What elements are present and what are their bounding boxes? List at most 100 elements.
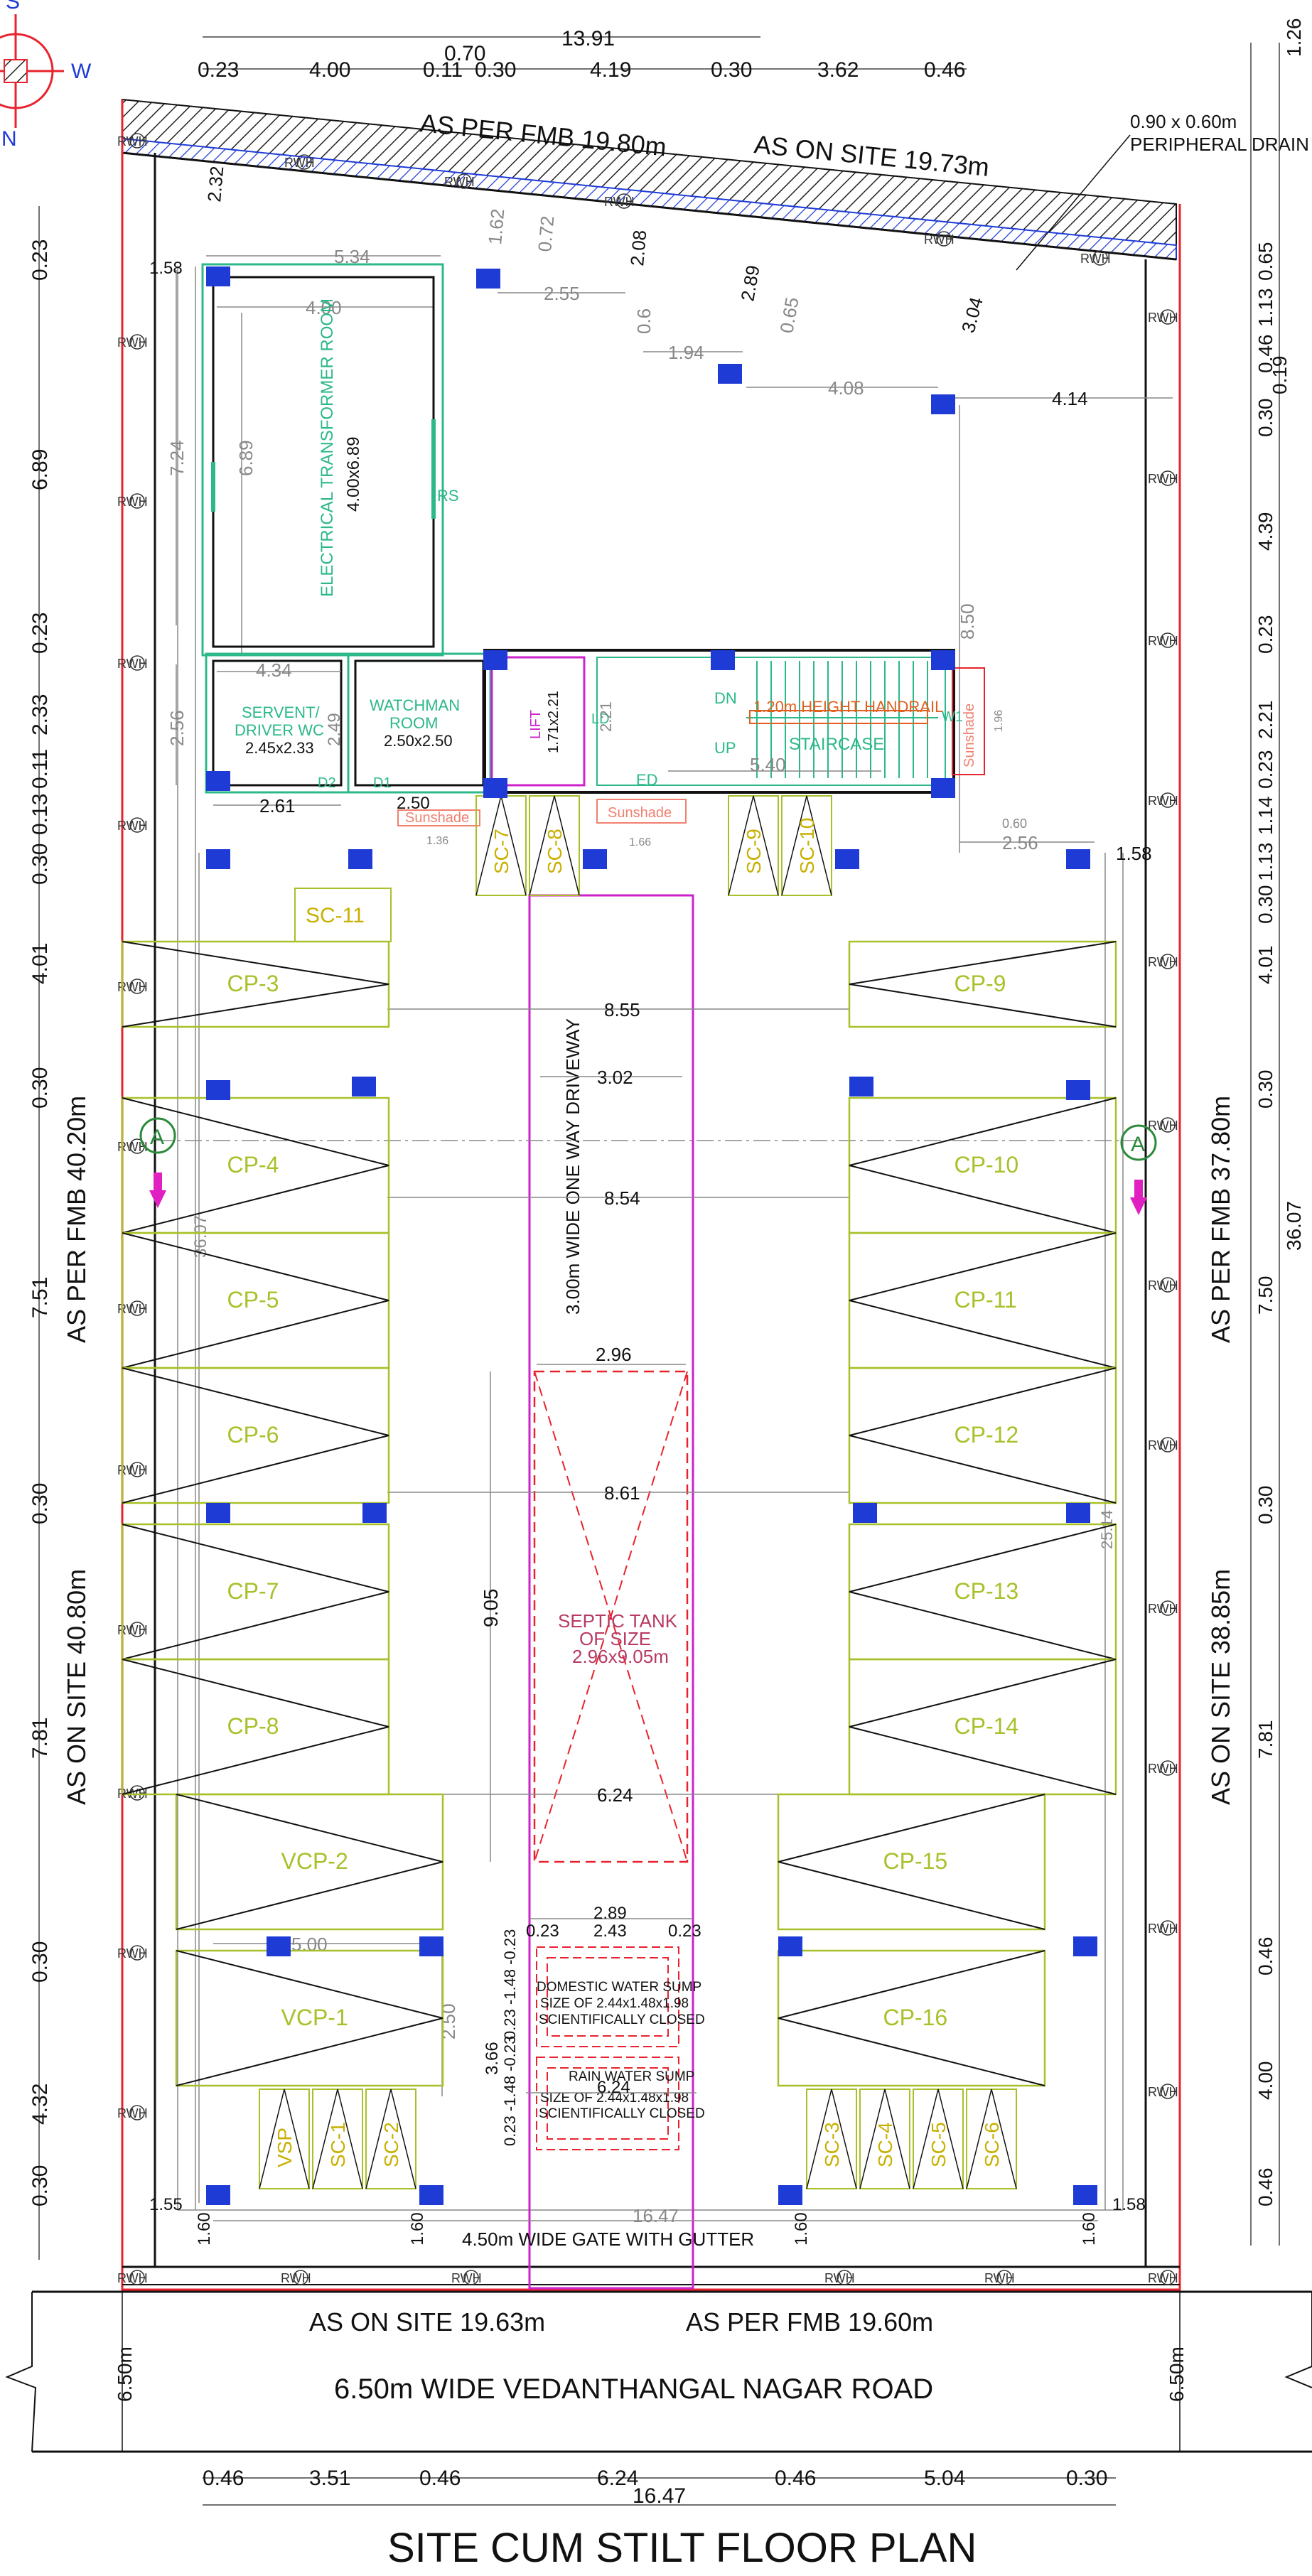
scooter-label: SC-11 (306, 904, 365, 927)
parking-bays: CP-3 CP-4 CP-5 CP-6 CP-7 CP-8 CP-9 CP-10 CP-11 CP… (121, 940, 1117, 2087)
rwh-label: RWH (604, 195, 635, 209)
dim-366: 3.66 (483, 2042, 502, 2075)
dim-136: 1.36 (426, 835, 448, 847)
parking-bay: VCP-1 (175, 1949, 444, 2087)
dim-194: 1.94 (668, 342, 704, 363)
parking-label: CP-15 (883, 1848, 948, 1874)
parking-label: CP-16 (883, 2005, 948, 2030)
rwh-pit: RWH (1148, 470, 1178, 486)
label-fmb-left: AS PER FMB 40.20m (62, 1096, 91, 1343)
dim-bottom-2: 3.51 (309, 2467, 350, 2490)
driveway-label: 3.00m WIDE ONE WAY DRIVEWAY (562, 1018, 584, 1315)
rwh-label: RWH (824, 2271, 855, 2285)
scooter-bay: SC-1 (312, 2089, 363, 2189)
parking-bay: CP-11 (848, 1232, 1117, 1369)
lift-staircase: LIFT 1.71x2.21 LD 2.21 1.20m HEIGHT HAND… (426, 649, 1152, 864)
parking-label: CP-6 (227, 1422, 279, 1448)
dim-right-8: 0.23 (1254, 615, 1276, 654)
rwh-label: RWH (117, 495, 148, 509)
column (853, 1503, 877, 1523)
parking-label: CP-3 (227, 971, 279, 996)
column (206, 266, 230, 286)
dim-065: 0.65 (775, 296, 802, 335)
dim-256b: 2.56 (1002, 832, 1038, 853)
column (849, 1077, 873, 1096)
rwh-pit: RWH (1148, 632, 1178, 648)
column (1066, 849, 1090, 869)
rwh-label: RWH (451, 2271, 482, 2285)
scooter-label: SC-9 (743, 829, 765, 874)
scooter-bay: VSP (259, 2089, 310, 2189)
dim-850: 8.50 (957, 603, 978, 640)
handrail-label: 1.20m HEIGHT HANDRAIL (753, 698, 943, 716)
dim-255: 2.55 (544, 283, 580, 304)
dim-left-12: 7.81 (28, 1718, 52, 1759)
dim-right-5: 0.19 (1269, 356, 1291, 395)
dim-left-6: 0.13 (28, 794, 52, 835)
scooter-bay: SC-11 (294, 888, 392, 942)
dim-250b: 2.50 (438, 2003, 459, 2039)
dim-right-19: 0.46 (1254, 1937, 1276, 1976)
dim-302: 3.02 (597, 1067, 633, 1088)
dim-624: 6.24 (597, 1784, 633, 1806)
rwh-pit: RWH (1148, 1920, 1178, 1936)
watchman-label-1: WATCHMAN (370, 696, 460, 714)
column (931, 778, 955, 798)
stair-treads (746, 661, 938, 778)
septic-l1: SEPTIC TANK (558, 1610, 678, 1632)
rwh-pit: RWH (1148, 2270, 1178, 2285)
domestic-l2: SIZE OF 2.44x1.48x1.98 (540, 1996, 689, 2011)
rwh-label: RWH (1148, 1762, 1178, 1776)
dim-right-16: 7.50 (1254, 1276, 1276, 1315)
right-dimensions: 1.26 0.65 1.13 0.46 0.19 0.30 4.39 0.23 … (1250, 18, 1305, 2246)
rwh-pit: RWH (117, 493, 148, 509)
rwh-label: RWH (117, 1140, 148, 1154)
parking-label: CP-5 (227, 1287, 279, 1313)
septic-l2: OF SIZE (579, 1628, 651, 1649)
parking-bay: CP-5 (121, 1232, 390, 1369)
dim-1647: 16.47 (633, 2205, 679, 2226)
columns (206, 266, 1097, 2205)
dim-bottom-total: 16.47 (633, 2484, 686, 2508)
dim-158c: 1.58 (1112, 2195, 1146, 2214)
dim-right-2: 0.65 (1254, 242, 1276, 281)
dim-left-5: 0.11 (28, 749, 52, 789)
dim-289b: 2.89 (593, 1904, 627, 1923)
parking-label: CP-13 (955, 1578, 1019, 1604)
section-a-left: A (150, 1126, 164, 1149)
dim-2514: 25.14 (1098, 1510, 1116, 1549)
rwh-pit: RWH (117, 2105, 148, 2120)
rwh-label: RWH (117, 335, 148, 350)
scooter-label: SC-8 (544, 829, 566, 874)
label-fmb-bottom: AS PER FMB 19.60m (686, 2307, 933, 2337)
sunshade-2: Sunshade (608, 805, 672, 821)
compass: S W N (0, 0, 92, 151)
rwh-label: RWH (1148, 955, 1178, 969)
dim-bottom-6: 5.04 (924, 2467, 965, 2490)
dim-top-small: 0.70 (444, 42, 485, 65)
rs-label: RS (437, 487, 459, 505)
dim-left-1: 0.23 (28, 239, 52, 281)
parking-label: CP-11 (955, 1287, 1017, 1313)
dim-top-5: 4.19 (590, 58, 631, 82)
dim-689: 6.89 (235, 440, 257, 476)
dim-top-1: 0.23 (198, 58, 239, 82)
rwh-pit: RWH (117, 1462, 148, 1477)
servant-size: 2.45x2.33 (245, 739, 314, 757)
rwh-label: RWH (117, 657, 148, 671)
rwh-pit: RWH (1148, 2084, 1178, 2099)
rain-l1: RAIN WATER SUMP (569, 2069, 694, 2084)
scooter-bay: SC-3 (806, 2089, 857, 2189)
rwh-pit: RWH (1148, 1600, 1178, 1616)
column (419, 1936, 443, 1956)
septic-l3: 2.96x9.05m (572, 1646, 669, 1667)
dim-256: 2.56 (166, 710, 188, 746)
dim-left-10: 7.51 (28, 1277, 52, 1318)
dim-top-2: 4.00 (309, 58, 350, 82)
dim-160-4: 1.60 (1080, 2212, 1099, 2246)
dim-249: 2.49 (325, 713, 344, 746)
dim-060: 0.60 (1002, 817, 1027, 831)
dim-540: 5.40 (750, 754, 786, 775)
column (483, 778, 507, 798)
